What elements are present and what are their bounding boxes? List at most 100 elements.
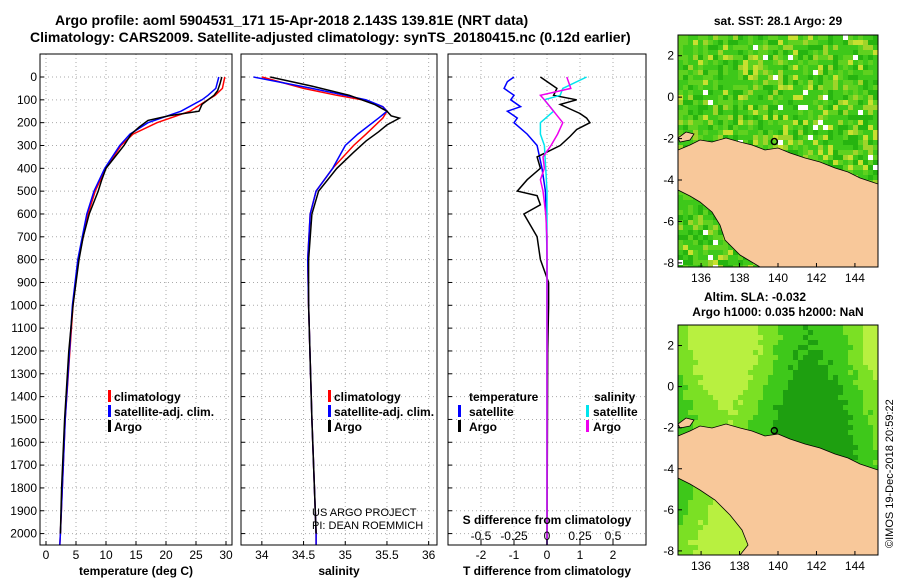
map-cell [698, 220, 703, 225]
map-cell [698, 55, 703, 60]
map-cell [818, 140, 823, 145]
map-cell [723, 385, 728, 390]
map-cell [688, 80, 693, 85]
legend-diff-s-argo: Argo [593, 420, 621, 434]
map-cell [713, 390, 718, 395]
map-cell [748, 80, 753, 85]
map-cell [728, 85, 733, 90]
y-tick-label: 1900 [10, 504, 37, 518]
map-cell [793, 80, 798, 85]
map-cell [798, 130, 803, 135]
map-cell [713, 330, 718, 335]
map-cell [858, 155, 863, 160]
map-cell [693, 85, 698, 90]
map-cell [683, 35, 688, 40]
map-cell [708, 525, 713, 530]
map-cell [678, 65, 683, 70]
map-cell [713, 545, 718, 550]
map-cell [863, 165, 868, 170]
map-cell [718, 65, 723, 70]
sla-argo-marker [770, 426, 779, 435]
legend-temp-climatology: climatology [114, 390, 181, 404]
map-cell [813, 75, 818, 80]
map-cell [798, 430, 803, 435]
map-cell [698, 525, 703, 530]
map-cell [873, 165, 878, 170]
map-cell [708, 245, 713, 250]
y-tick-label: 200 [17, 116, 37, 130]
map-cell [763, 360, 768, 365]
map-cell [843, 450, 848, 455]
map-cell [873, 370, 878, 375]
map-cell [678, 390, 683, 395]
map-cell [678, 330, 683, 335]
map-cell [703, 130, 708, 135]
map-cell [753, 90, 758, 95]
legend-temp-satellite: satellite-adj. clim. [114, 405, 214, 419]
map-cell [763, 340, 768, 345]
map-cell [683, 120, 688, 125]
map-cell [718, 330, 723, 335]
map-cell [683, 335, 688, 340]
map-cell [803, 340, 808, 345]
map-cell [703, 225, 708, 230]
map-cell [723, 335, 728, 340]
map-cell [683, 490, 688, 495]
map-cell [698, 235, 703, 240]
map-cell [728, 350, 733, 355]
map-cell [823, 120, 828, 125]
map-cell [748, 380, 753, 385]
series-satellite-adj-clim [59, 76, 220, 545]
map-cell [768, 325, 773, 330]
map-cell [708, 260, 713, 265]
map-cell [863, 75, 868, 80]
map-cell [713, 95, 718, 100]
map-cell [768, 335, 773, 340]
map-cell [828, 75, 833, 80]
map-cell [728, 545, 733, 550]
map-cell [713, 50, 718, 55]
map-cell [678, 75, 683, 80]
map-cell [738, 410, 743, 415]
map-cell [698, 125, 703, 130]
map-cell [683, 535, 688, 540]
map-cell [803, 405, 808, 410]
map-cell [793, 120, 798, 125]
map-cell [738, 255, 743, 260]
map-cell [763, 335, 768, 340]
map-cell [813, 420, 818, 425]
map-cell [798, 425, 803, 430]
map-cell [768, 120, 773, 125]
map-cell [718, 505, 723, 510]
map-cell [763, 130, 768, 135]
map-cell [818, 365, 823, 370]
map-cell [778, 360, 783, 365]
map-cell [728, 265, 733, 267]
map-cell [698, 405, 703, 410]
map-cell [823, 125, 828, 130]
map-cell [753, 35, 758, 40]
map-cell [873, 465, 878, 470]
map-cell [823, 385, 828, 390]
map-cell [708, 255, 713, 260]
map-cell [788, 405, 793, 410]
map-cell [688, 540, 693, 545]
map-cell [753, 55, 758, 60]
map-cell [708, 135, 713, 140]
map-cell [738, 335, 743, 340]
map-cell [728, 340, 733, 345]
map-cell [733, 100, 738, 105]
map-cell [868, 335, 873, 340]
map-cell [678, 515, 683, 520]
map-cell [853, 55, 858, 60]
map-cell [843, 135, 848, 140]
map-cell [703, 55, 708, 60]
map-cell [683, 220, 688, 225]
title-line-2: Climatology: CARS2009. Satellite-adjuste… [30, 29, 631, 45]
map-cell [688, 220, 693, 225]
map-cell [683, 235, 688, 240]
map-cell [823, 75, 828, 80]
map-cell [753, 125, 758, 130]
map-cell [858, 400, 863, 405]
map-cell [763, 350, 768, 355]
